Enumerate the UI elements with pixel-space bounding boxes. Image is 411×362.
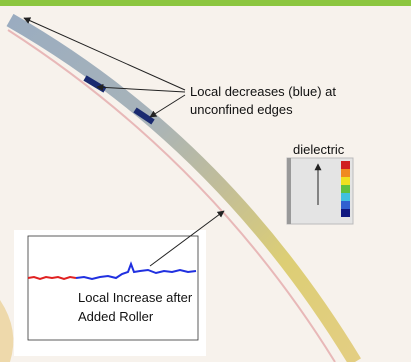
colorbar (341, 161, 350, 217)
color-swatch (341, 169, 350, 177)
color-swatch (341, 161, 350, 169)
annotation-text: Local decreases (blue) at (190, 84, 336, 99)
legend-title: dielectric (293, 142, 345, 157)
top-bar (0, 0, 411, 6)
color-swatch (341, 201, 350, 209)
legend: dielectric (287, 142, 353, 224)
annotation-text: Added Roller (78, 309, 154, 324)
legend-edge (287, 158, 291, 224)
color-swatch (341, 193, 350, 201)
color-swatch (341, 177, 350, 185)
figure: Local decreases (blue) at unconfined edg… (0, 0, 411, 362)
annotation-text: unconfined edges (190, 102, 293, 117)
annotation-text: Local Increase after (78, 290, 193, 305)
color-swatch (341, 185, 350, 193)
inset-chart: Local Increase after Added Roller (14, 211, 224, 356)
color-swatch (341, 209, 350, 217)
